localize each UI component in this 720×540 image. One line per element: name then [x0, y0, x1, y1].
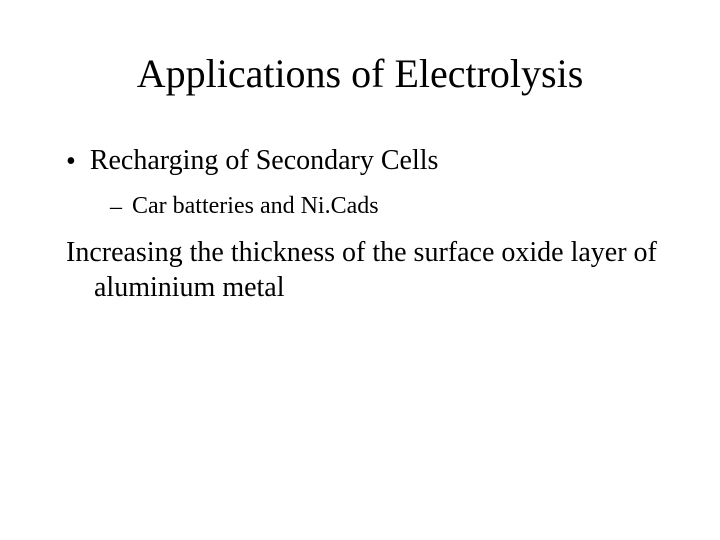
- bullet-text: Recharging of Secondary Cells: [90, 145, 439, 177]
- dash-marker: –: [110, 193, 122, 222]
- bullet-level-2: – Car batteries and Ni.Cads: [110, 193, 660, 222]
- body-paragraph: Increasing the thickness of the surface …: [66, 235, 660, 305]
- slide-container: Applications of Electrolysis • Rechargin…: [0, 0, 720, 540]
- sub-bullet-text: Car batteries and Ni.Cads: [132, 193, 379, 220]
- slide-title: Applications of Electrolysis: [60, 50, 660, 97]
- paragraph-text: Increasing the thickness of the surface …: [66, 235, 660, 305]
- bullet-level-1: • Recharging of Secondary Cells: [66, 145, 660, 179]
- bullet-marker: •: [66, 145, 76, 179]
